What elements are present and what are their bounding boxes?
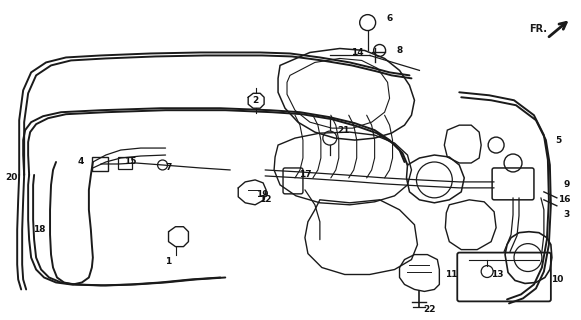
Text: 11: 11 [445,270,458,279]
Text: 22: 22 [423,305,436,314]
Text: 9: 9 [564,180,570,189]
Text: 14: 14 [352,48,364,57]
Text: 10: 10 [551,275,563,284]
Text: 16: 16 [558,195,570,204]
Text: 13: 13 [491,270,503,279]
Text: 3: 3 [564,210,570,219]
Text: 8: 8 [396,46,403,55]
Text: 1: 1 [166,257,171,266]
Text: 2: 2 [252,96,259,105]
Text: 20: 20 [5,173,17,182]
Text: 7: 7 [166,164,172,172]
Text: 12: 12 [259,195,271,204]
Text: FR.: FR. [529,24,547,34]
Text: 18: 18 [33,225,45,234]
Text: 19: 19 [256,190,268,199]
Text: 17: 17 [299,171,311,180]
Text: 4: 4 [78,157,84,166]
Text: 21: 21 [338,126,350,135]
Text: 6: 6 [386,14,393,23]
Text: 15: 15 [124,157,137,166]
Text: 5: 5 [555,136,562,145]
